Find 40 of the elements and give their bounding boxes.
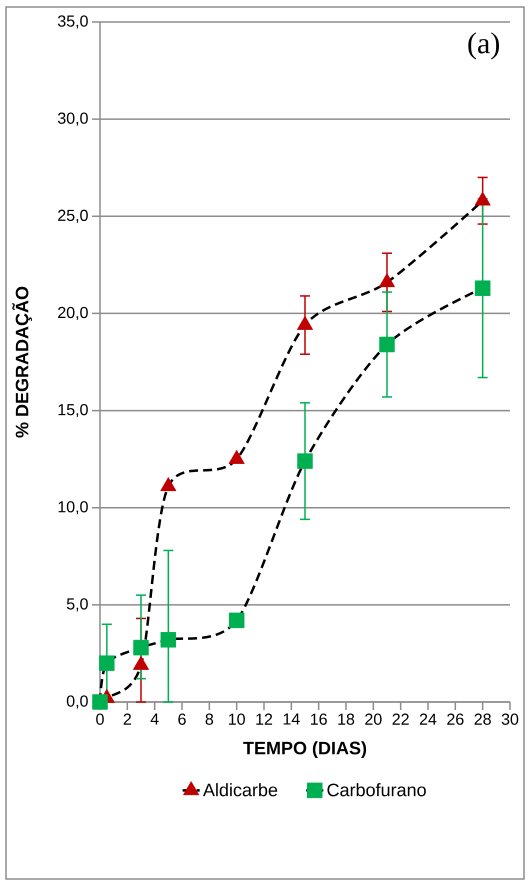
point	[297, 453, 313, 469]
y-tick-label: 20,0	[58, 306, 88, 320]
y-tick-label: 35,0	[58, 15, 88, 29]
y-tick-label: 5,0	[66, 598, 88, 612]
x-axis-title: TEMPO (DIAS)	[243, 741, 366, 758]
x-tick-label: 8	[206, 714, 214, 725]
x-tick-label: 10	[228, 714, 245, 725]
y-tick-label: 15,0	[58, 404, 88, 418]
annotation: (a)	[468, 32, 499, 60]
y-tick-label: 0,0	[66, 695, 88, 709]
x-tick-label: 20	[365, 714, 382, 725]
x-tick-label: 30	[502, 714, 518, 725]
point	[296, 316, 314, 330]
legend-label: Aldicarbe	[202, 783, 278, 796]
point	[228, 612, 244, 628]
y-tick-label: 30,0	[58, 112, 88, 126]
x-tick-label: 16	[310, 714, 327, 725]
point	[160, 632, 176, 648]
y-tick-label: 25,0	[58, 210, 88, 223]
x-tick-label: 24	[420, 714, 436, 725]
x-tick-label: 12	[256, 714, 272, 725]
point	[228, 450, 245, 464]
point	[92, 694, 108, 710]
y-axis-title: % DEGRADAÇÃO	[12, 286, 32, 438]
point	[99, 655, 115, 671]
x-tick-label: 22	[392, 714, 409, 725]
x-tick-label: 14	[284, 714, 300, 725]
x-tick-label: 18	[338, 714, 354, 725]
point	[160, 477, 176, 492]
x-tick-label: 28	[474, 714, 491, 725]
x-tick-label: 6	[178, 714, 186, 725]
x-tick-label: 2	[124, 714, 131, 725]
point	[133, 640, 149, 656]
legend-label: Carbofurano	[327, 783, 426, 796]
y-tick-label: 10,0	[58, 501, 88, 514]
point	[378, 273, 396, 288]
x-tick-label: 4	[150, 714, 159, 725]
x-tick-label: 26	[447, 714, 464, 725]
x-tick-label: 0	[96, 714, 104, 725]
point	[474, 191, 491, 206]
